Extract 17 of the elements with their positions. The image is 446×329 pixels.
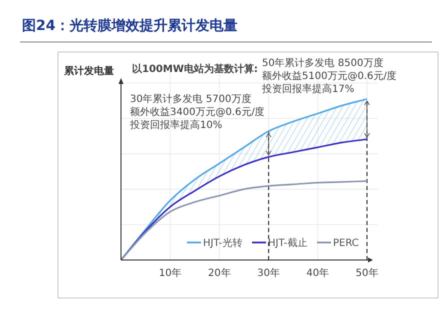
- y-axis-title: 累计发电量: [63, 65, 114, 77]
- x-tick-label: 20年: [208, 267, 231, 279]
- x-tick-label: 50年: [356, 267, 378, 279]
- x-tick-label: 40年: [306, 267, 330, 279]
- text: 以100MW电站为基数计算:: [132, 63, 258, 75]
- text: 50年累计多发电 8500万度: [262, 57, 384, 69]
- annotation: 额外收益3400万元@0.6元/度: [130, 106, 265, 118]
- chart-title: 图24：光转膜增效提升累计发电量: [22, 17, 238, 34]
- legend-label: HJT-截止: [268, 237, 308, 249]
- legend-label: PERC: [333, 238, 359, 249]
- legend-label: HJT-光转: [203, 237, 242, 249]
- x-tick-label: 10年: [158, 267, 182, 279]
- text: 投资回报率提高17%: [261, 83, 354, 95]
- annotation: 30年累计多发电 5700万度: [130, 93, 252, 105]
- text: 额外收益5100万元@0.6元/度: [262, 70, 397, 82]
- x-tick-label: 30年: [257, 267, 280, 279]
- annotation: 投资回报率提高10%: [129, 119, 222, 131]
